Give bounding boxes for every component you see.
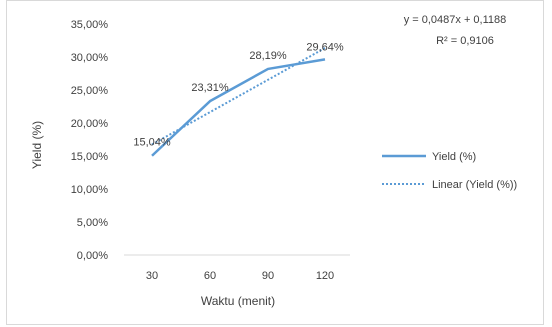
data-label: 23,31% [191,82,229,94]
y-tick-label: 10,00% [71,184,109,196]
data-label: 28,19% [249,50,287,62]
data-labels: 15,04% 23,31% 28,19% 29,64% [133,41,344,148]
x-axis-title: Waktu (menit) [201,294,275,308]
y-tick-label: 0,00% [77,250,108,262]
y-axis-ticks: 0,00% 5,00% 10,00% 15,00% 20,00% 25,00% 30,00%… [71,19,109,262]
data-label: 15,04% [133,137,171,149]
r-squared: R² = 0,9106 [436,35,494,47]
trend-equation: y = 0,0487x + 0,1188 [404,14,507,26]
y-tick-label: 25,00% [71,85,109,97]
y-tick-label: 35,00% [71,19,109,31]
y-axis-title: Yield (%) [30,121,44,169]
legend: Yield (%) Linear (Yield (%)) [382,151,517,191]
y-tick-label: 5,00% [77,217,108,229]
legend-label-yield: Yield (%) [432,151,476,163]
series-layer [151,58,326,157]
x-axis-ticks: 30 60 90 120 [146,270,334,282]
chart-frame [6,0,544,325]
x-tick-label: 30 [146,270,158,282]
series-line-yield [151,58,326,157]
y-tick-label: 30,00% [71,52,109,64]
y-tick-label: 20,00% [71,118,109,130]
x-tick-label: 60 [204,270,216,282]
legend-label-linear: Linear (Yield (%)) [432,179,517,191]
data-label: 29,64% [306,41,344,53]
y-tick-label: 15,00% [71,151,109,163]
x-tick-label: 90 [262,270,274,282]
x-tick-label: 120 [316,270,334,282]
trendline-equation: y = 0,0487x + 0,1188 R² = 0,9106 [404,14,507,47]
